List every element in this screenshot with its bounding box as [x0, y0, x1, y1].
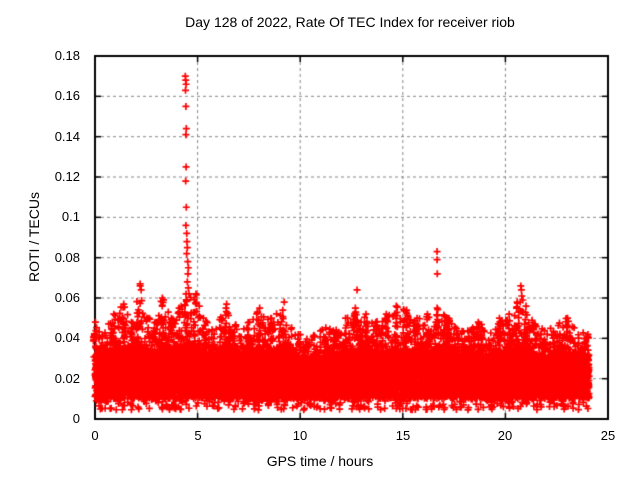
x-axis-label: GPS time / hours — [266, 453, 374, 469]
y-tick-label-0.18: 0.18 — [54, 48, 80, 63]
y-tick-label-0.04: 0.04 — [54, 330, 80, 345]
y-tick-label-0.02: 0.02 — [54, 371, 80, 386]
y-tick-label-0.16: 0.16 — [54, 88, 80, 103]
chart-title: Day 128 of 2022, Rate Of TEC Index for r… — [185, 14, 515, 30]
y-tick-label-0.06: 0.06 — [54, 290, 80, 305]
y-tick-label-0.1: 0.1 — [61, 209, 80, 224]
y-tick-label-0: 0 — [72, 411, 80, 426]
x-tick-label-10: 10 — [292, 428, 308, 443]
y-tick-label-0.08: 0.08 — [54, 250, 80, 265]
y-tick-label-0.14: 0.14 — [54, 129, 80, 144]
x-tick-label-20: 20 — [497, 428, 513, 443]
x-tick-label-25: 25 — [600, 428, 616, 443]
y-axis-label: ROTI / TECUs — [26, 192, 42, 282]
x-tick-label-15: 15 — [395, 428, 411, 443]
x-tick-label-0: 0 — [91, 428, 99, 443]
x-tick-label-5: 5 — [194, 428, 202, 443]
y-tick-label-0.12: 0.12 — [54, 169, 80, 184]
